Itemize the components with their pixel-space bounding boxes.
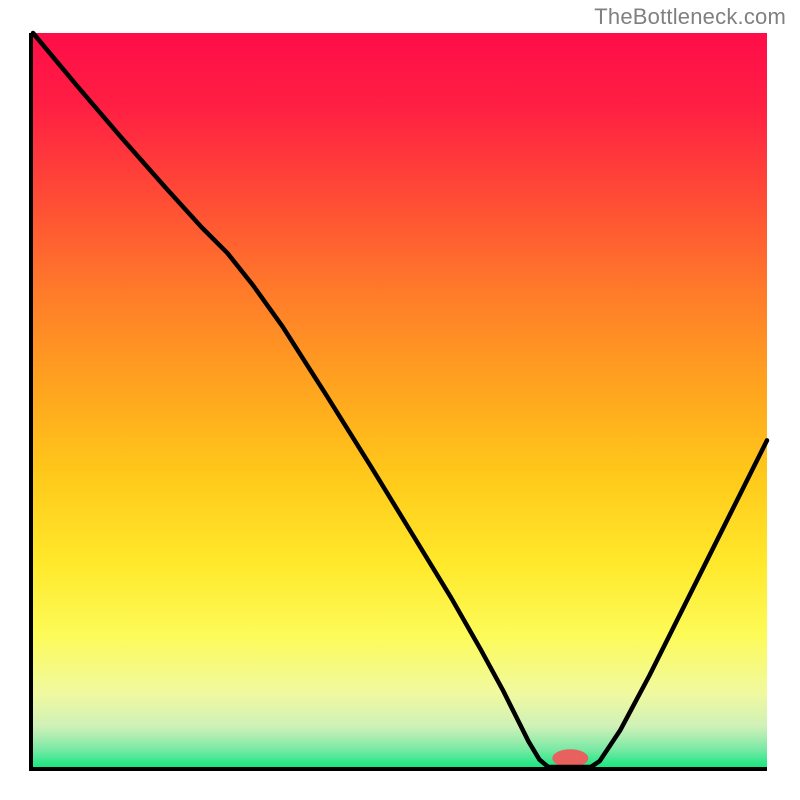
watermark-text: TheBottleneck.com (594, 4, 786, 30)
chart-svg (0, 0, 800, 800)
optimal-point-marker (552, 749, 588, 767)
chart-container: TheBottleneck.com (0, 0, 800, 800)
